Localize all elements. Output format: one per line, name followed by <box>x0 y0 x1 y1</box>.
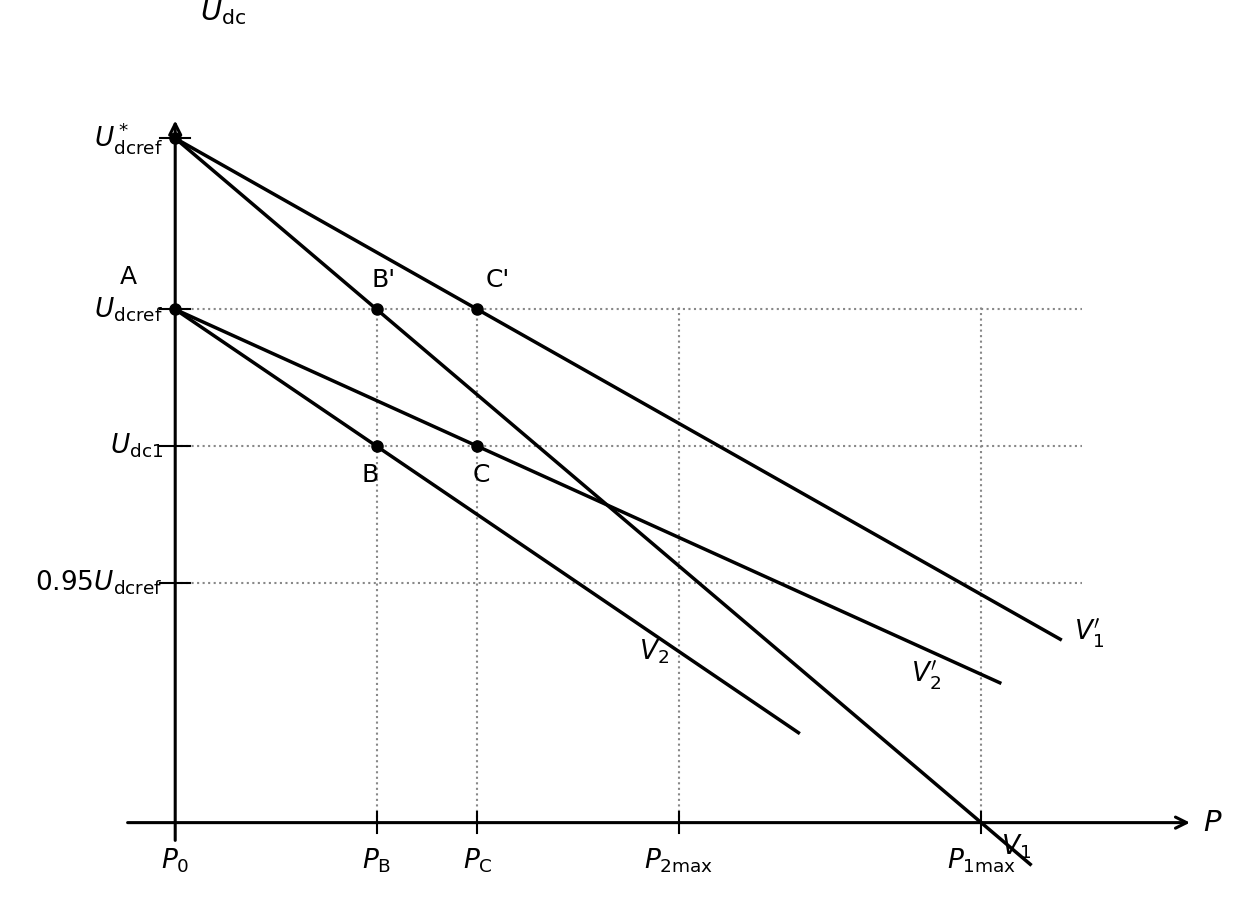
Text: A: A <box>120 265 136 289</box>
Text: B': B' <box>372 269 396 292</box>
Text: $V_1$: $V_1$ <box>1002 832 1032 861</box>
Text: $P_\mathrm{B}$: $P_\mathrm{B}$ <box>362 847 392 875</box>
Text: $V_1'$: $V_1'$ <box>1074 617 1104 650</box>
Text: $P$: $P$ <box>1203 808 1223 837</box>
Text: $0.95U_{\mathrm{dcref}}$: $0.95U_{\mathrm{dcref}}$ <box>36 568 164 597</box>
Text: C': C' <box>486 269 510 292</box>
Text: $U_{\mathrm{dc1}}$: $U_{\mathrm{dc1}}$ <box>110 432 164 461</box>
Text: $U^*_{\mathrm{dcref}}$: $U^*_{\mathrm{dcref}}$ <box>94 120 164 156</box>
Text: $P_\mathrm{C}$: $P_\mathrm{C}$ <box>463 847 492 875</box>
Text: $V_2'$: $V_2'$ <box>910 658 941 691</box>
Text: $P_0$: $P_0$ <box>161 847 190 875</box>
Text: $U_{\mathrm{dcref}}$: $U_{\mathrm{dcref}}$ <box>94 295 164 323</box>
Text: $P_\mathrm{1max}$: $P_\mathrm{1max}$ <box>946 847 1016 875</box>
Text: B: B <box>362 463 379 488</box>
Text: $P_\mathrm{2max}$: $P_\mathrm{2max}$ <box>645 847 713 875</box>
Text: C: C <box>472 463 490 488</box>
Text: $U_{\mathrm{dc}}$: $U_{\mathrm{dc}}$ <box>201 0 247 28</box>
Text: $V_2$: $V_2$ <box>639 638 668 666</box>
